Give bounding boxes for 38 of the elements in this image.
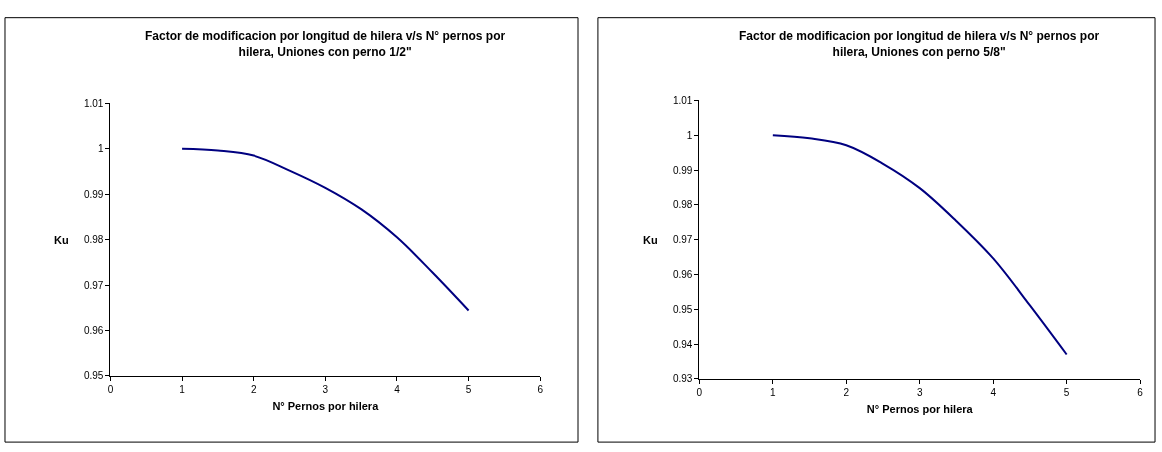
y-axis-title: Ku: [54, 234, 69, 246]
x-tick-label: 3: [322, 383, 329, 395]
x-tick-label: 1: [770, 386, 777, 398]
y-tick-label: 0.98: [83, 234, 104, 246]
y-tick-label: 0.93: [672, 373, 693, 385]
line-series: [771, 134, 1068, 356]
x-tick-label: 5: [465, 383, 472, 395]
x-tick-label: 2: [250, 383, 257, 395]
x-tick-label: 3: [916, 386, 923, 398]
y-tick-label: 0.96: [83, 324, 104, 336]
x-tick-label: 4: [394, 383, 401, 395]
x-tick-label: 5: [1063, 386, 1070, 398]
y-tick-label: 1: [97, 143, 104, 155]
x-tick-label: 0: [696, 386, 703, 398]
y-tick-label: 0.97: [672, 234, 693, 246]
y-tick-label: 1: [686, 129, 693, 141]
y-tick-label: 1.01: [83, 97, 104, 109]
x-tick-label: 2: [843, 386, 850, 398]
chart-title: Factor de modificacion por longitud de hilera v/s N° pernos por hilera, Uniones con perno 1/2": [145, 29, 506, 59]
y-tick-label: 0.95: [672, 303, 693, 315]
x-tick-label: 6: [1137, 386, 1144, 398]
y-tick-label: 0.99: [672, 164, 693, 176]
line-series: [181, 147, 470, 312]
y-tick-label: 0.94: [672, 338, 693, 350]
y-tick-label: 0.99: [83, 188, 104, 200]
y-tick-label: 0.96: [672, 268, 693, 280]
y-tick-label: 0.98: [672, 199, 693, 211]
x-tick-label: 1: [179, 383, 186, 395]
x-axis-title: N° Pernos por hilera: [866, 403, 974, 416]
y-axis-title: Ku: [643, 234, 658, 246]
x-tick-label: 4: [990, 386, 997, 398]
x-tick-label: 6: [537, 383, 544, 395]
x-tick-label: 0: [107, 383, 114, 395]
x-axis-title: N° Pernos por hilera: [272, 400, 380, 413]
y-tick-label: 0.95: [83, 370, 104, 382]
y-tick-label: 1.01: [672, 94, 693, 106]
y-tick-label: 0.97: [83, 279, 104, 291]
chart-title: Factor de modificacion por longitud de hilera v/s N° pernos por hilera, Uniones con perno 5/8": [739, 29, 1100, 59]
